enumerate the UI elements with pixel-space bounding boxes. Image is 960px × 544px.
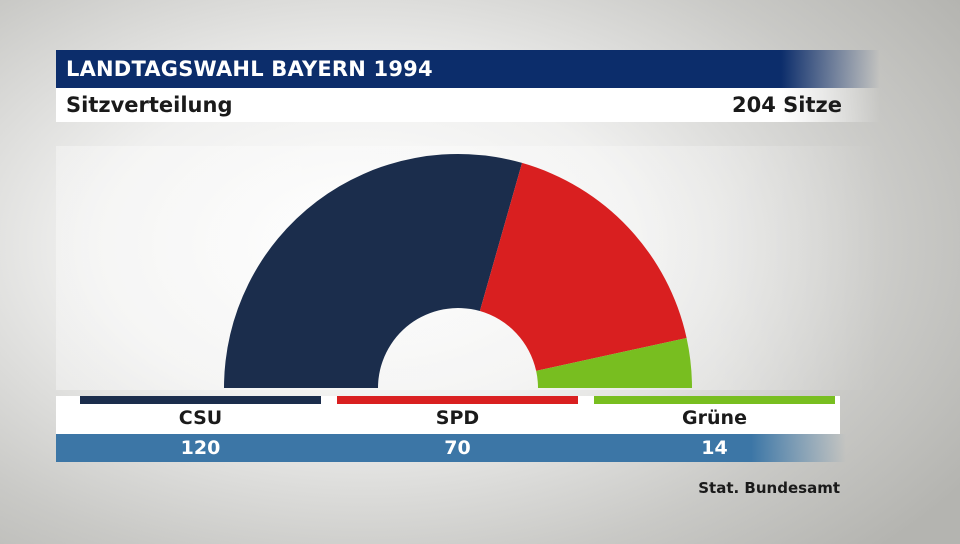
legend-label-csu: CSU bbox=[178, 407, 223, 429]
subtitle-row: Sitzverteilung 204 Sitze bbox=[56, 88, 880, 122]
values-row: 120 70 14 bbox=[56, 434, 846, 462]
legend-label-gruene: Grüne bbox=[682, 407, 747, 429]
seat-segment-spd bbox=[479, 162, 687, 371]
total-seats-label: 204 Sitze bbox=[732, 93, 842, 117]
legend-label-spd: SPD bbox=[435, 407, 480, 429]
legend-item-csu: CSU bbox=[80, 396, 321, 434]
legend-swatch-spd bbox=[337, 396, 578, 404]
chart-title: LANDTAGSWAHL BAYERN 1994 bbox=[56, 50, 880, 88]
value-spd: 70 bbox=[444, 437, 471, 459]
value-csu: 120 bbox=[180, 437, 221, 459]
legend: CSU SPD Grüne bbox=[56, 396, 840, 434]
seat-segment-gruene bbox=[536, 337, 692, 388]
legend-item-spd: SPD bbox=[337, 396, 578, 434]
legend-swatch-gruene bbox=[594, 396, 835, 404]
chart-subtitle: Sitzverteilung bbox=[66, 93, 233, 117]
source-label: Stat. Bundesamt bbox=[698, 479, 840, 497]
legend-item-gruene: Grüne bbox=[594, 396, 835, 434]
seat-distribution-chart bbox=[224, 154, 692, 388]
value-gruene: 14 bbox=[701, 437, 728, 459]
chart-area bbox=[56, 146, 880, 390]
seat-segment-csu bbox=[224, 154, 523, 388]
legend-swatch-csu bbox=[80, 396, 321, 404]
